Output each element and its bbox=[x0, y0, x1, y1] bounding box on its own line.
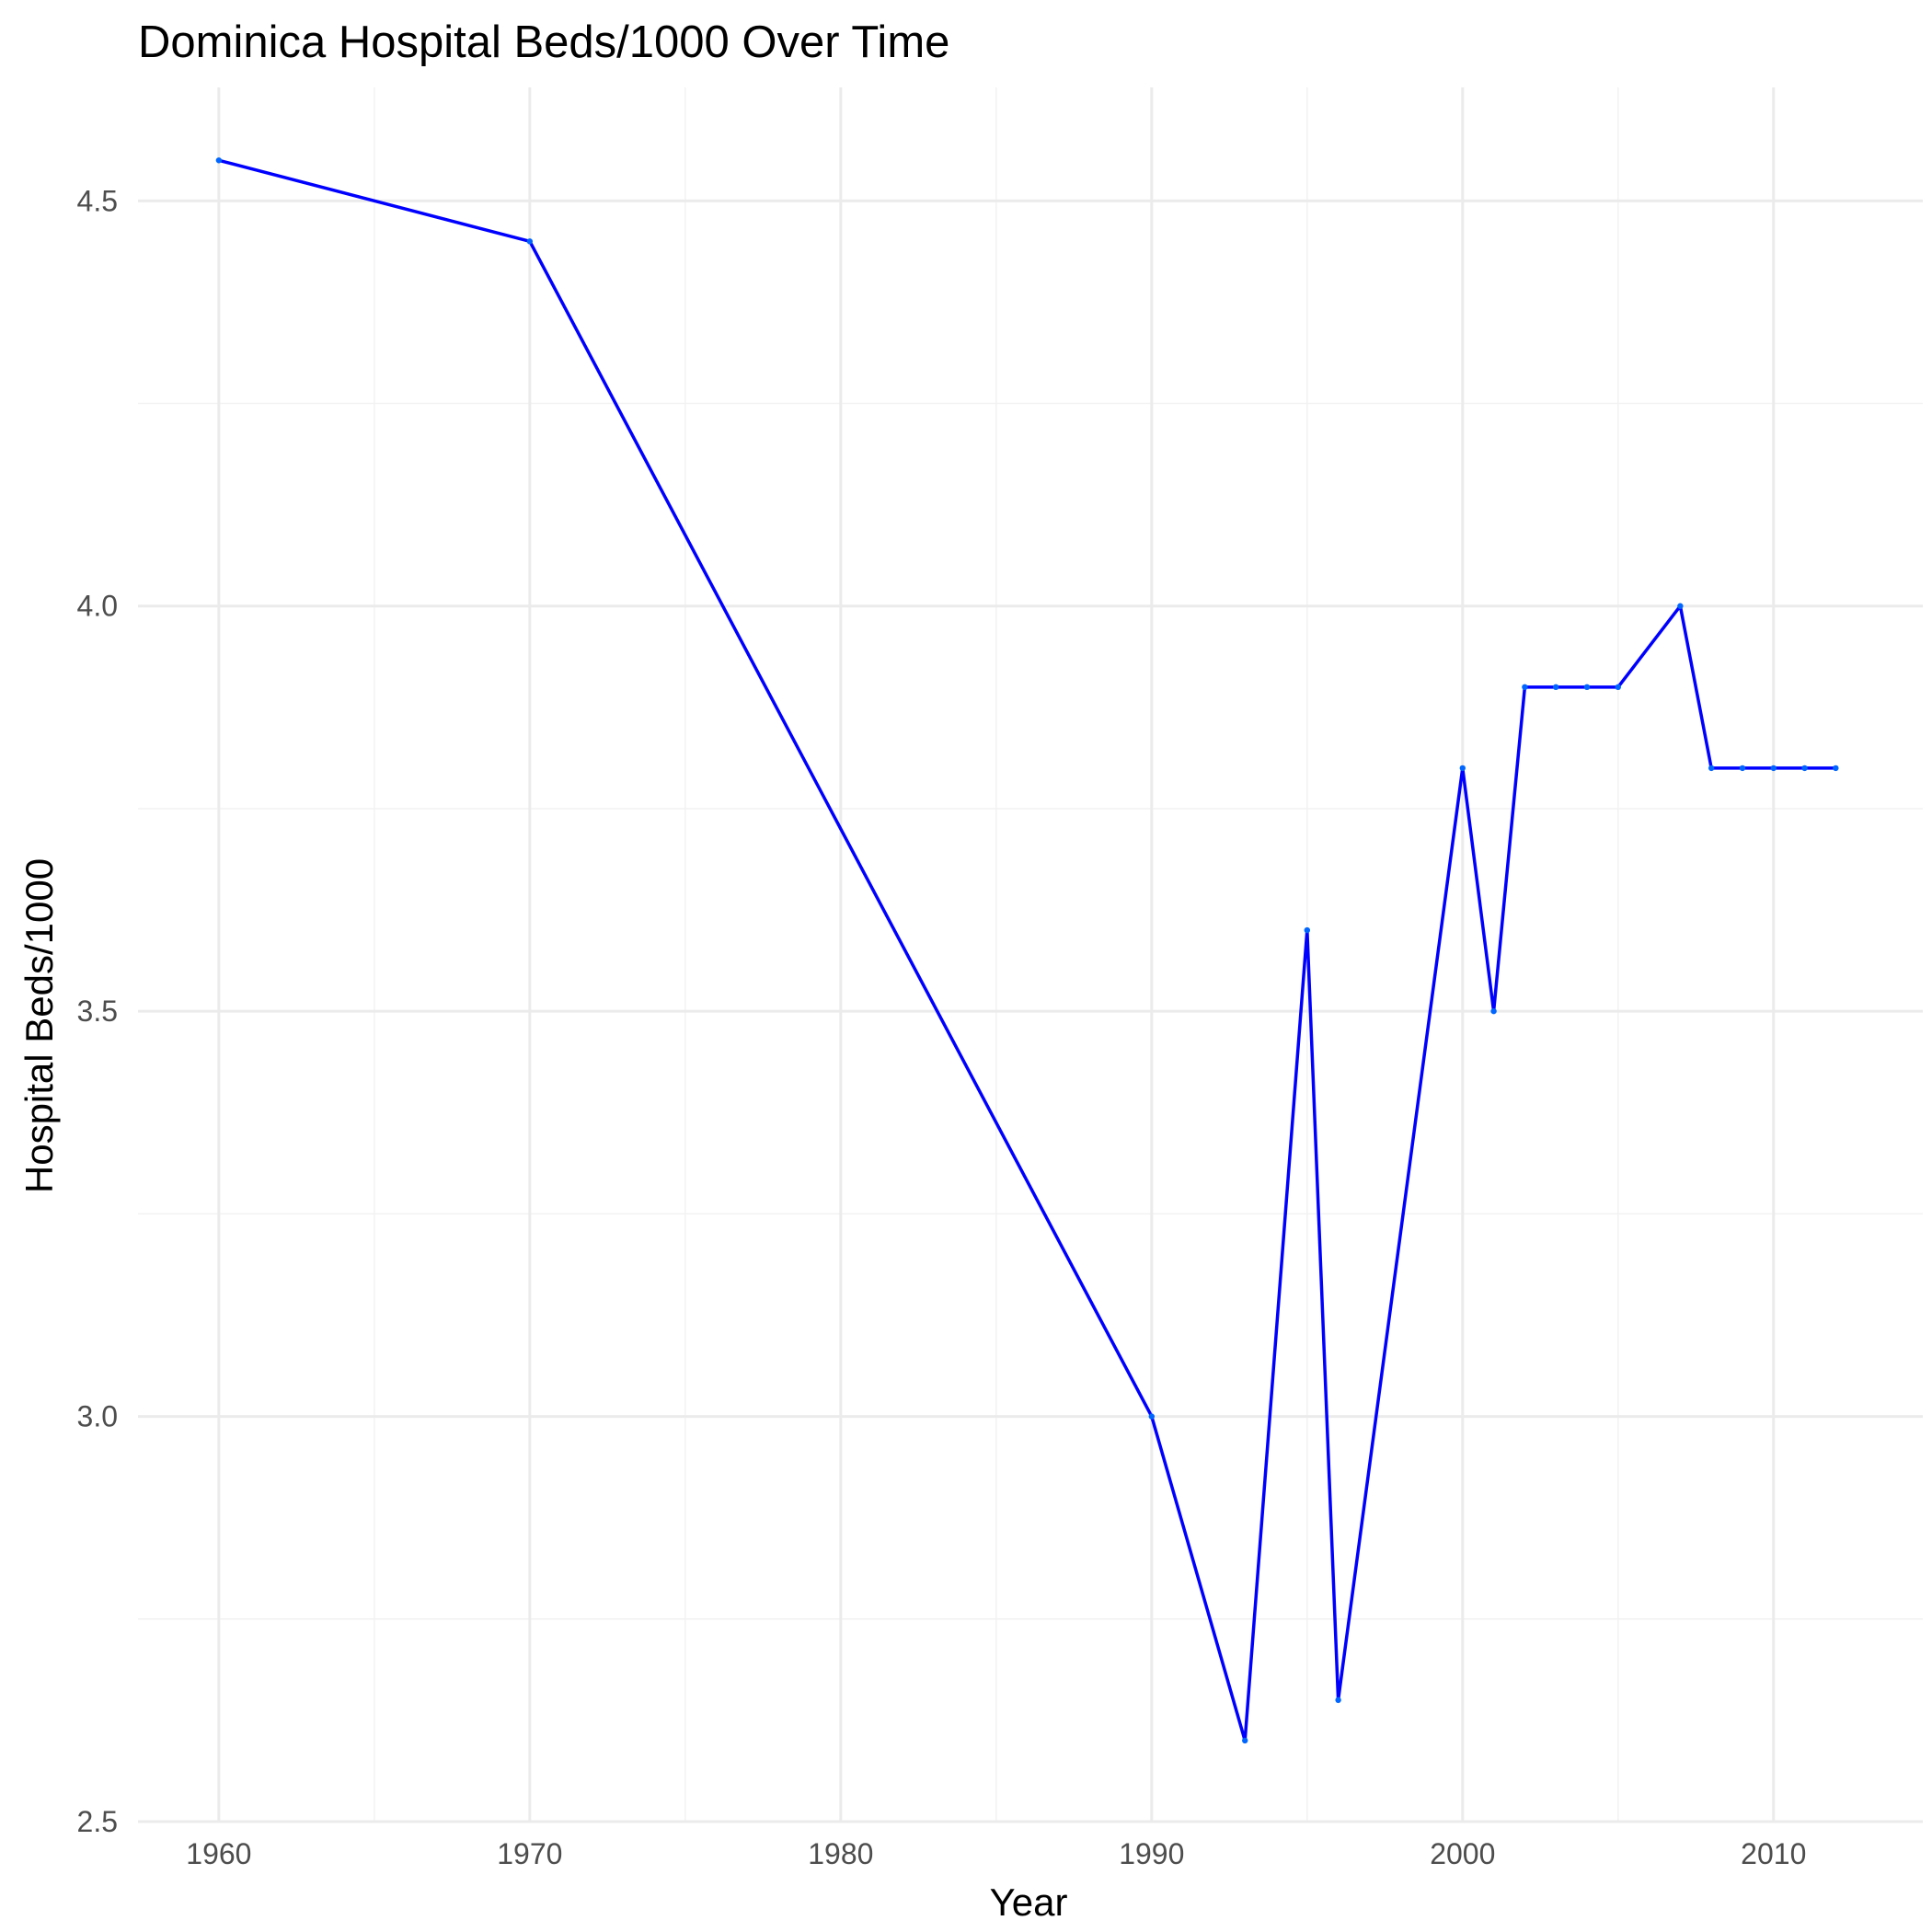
x-tick-label: 2000 bbox=[1430, 1837, 1495, 1870]
minor-gridlines bbox=[138, 87, 1923, 1822]
y-tick-label: 4.5 bbox=[77, 184, 118, 217]
data-point bbox=[1335, 1696, 1341, 1704]
y-axis-tick-labels: 2.5 3.0 3.5 4.0 4.5 bbox=[77, 184, 118, 1838]
data-point bbox=[1801, 765, 1808, 772]
series-layer bbox=[215, 157, 1839, 1744]
y-tick-label: 4.0 bbox=[77, 590, 118, 623]
data-point bbox=[1708, 765, 1715, 772]
data-point bbox=[1148, 1413, 1156, 1420]
y-tick-label: 2.5 bbox=[77, 1805, 118, 1838]
major-gridlines bbox=[138, 87, 1923, 1823]
data-point bbox=[1522, 684, 1528, 691]
chart-title: Dominica Hospital Beds/1000 Over Time bbox=[138, 17, 949, 67]
data-point bbox=[1459, 765, 1466, 772]
y-tick-label: 3.0 bbox=[77, 1400, 118, 1433]
data-point bbox=[1242, 1737, 1248, 1744]
data-point bbox=[1833, 765, 1839, 772]
data-point bbox=[1583, 684, 1591, 691]
x-axis-title: Year bbox=[990, 1880, 1068, 1924]
x-tick-label: 2010 bbox=[1741, 1837, 1806, 1870]
data-point bbox=[526, 238, 534, 245]
x-tick-label: 1990 bbox=[1119, 1837, 1184, 1870]
y-axis-title: Hospital Beds/1000 bbox=[17, 858, 61, 1193]
series-line bbox=[218, 158, 1836, 1742]
data-point bbox=[1490, 1007, 1497, 1015]
x-axis-tick-labels: 1960 1970 1980 1990 2000 2010 bbox=[186, 1837, 1806, 1870]
data-point bbox=[1677, 603, 1684, 609]
x-tick-label: 1980 bbox=[808, 1837, 873, 1870]
y-tick-label: 3.5 bbox=[77, 995, 118, 1028]
data-point bbox=[1552, 684, 1559, 691]
data-point bbox=[1770, 765, 1777, 772]
data-point bbox=[1739, 765, 1746, 772]
x-tick-label: 1970 bbox=[497, 1837, 562, 1870]
data-point bbox=[215, 157, 223, 164]
data-point bbox=[1304, 926, 1311, 934]
data-point bbox=[1615, 684, 1621, 691]
x-tick-label: 1960 bbox=[186, 1837, 251, 1870]
